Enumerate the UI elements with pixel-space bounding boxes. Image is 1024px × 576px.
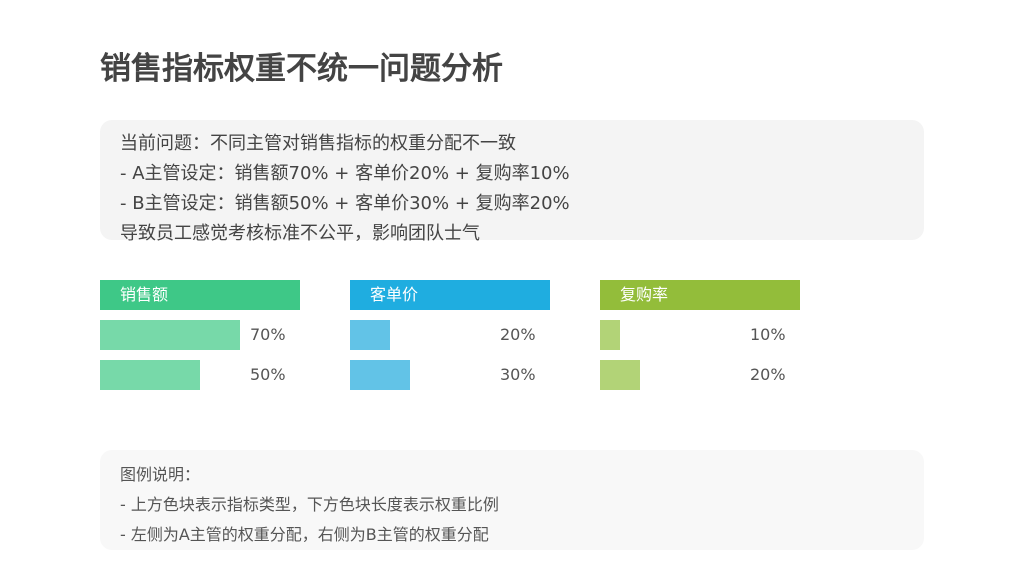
weight-bar-sales-b xyxy=(100,360,200,390)
legend-panel xyxy=(100,450,924,550)
page-title: 销售指标权重不统一问题分析 xyxy=(100,51,503,87)
problem-statement: 当前问题：不同主管对销售指标的权重分配不一致 xyxy=(120,133,516,154)
metric-header-repurchase: 复购率 xyxy=(600,280,800,310)
problem-impact: 导致员工感觉考核标准不公平，影响团队士气 xyxy=(120,223,480,244)
metric-header-sales: 销售额 xyxy=(100,280,300,310)
weight-label-sales-b: 50% xyxy=(250,365,286,384)
supervisor-a-setting: - A主管设定：销售额70% + 客单价20% + 复购率10% xyxy=(120,163,570,184)
weight-bar-avg-order-b xyxy=(350,360,410,390)
weight-label-repurchase-b: 20% xyxy=(750,365,786,384)
weight-label-avg-order-b: 30% xyxy=(500,365,536,384)
legend-title: 图例说明： xyxy=(120,465,201,484)
weight-bar-repurchase-b xyxy=(600,360,640,390)
weight-bar-sales-a xyxy=(100,320,240,350)
problem-panel xyxy=(100,120,924,240)
legend-item: - 左侧为A主管的权重分配，右侧为B主管的权重分配 xyxy=(120,525,489,544)
weight-label-repurchase-a: 10% xyxy=(750,325,786,344)
supervisor-b-setting: - B主管设定：销售额50% + 客单价30% + 复购率20% xyxy=(120,193,570,214)
legend-item: - 上方色块表示指标类型，下方色块长度表示权重比例 xyxy=(120,495,499,514)
weight-label-sales-a: 70% xyxy=(250,325,286,344)
weight-label-avg-order-a: 20% xyxy=(500,325,536,344)
metric-header-avg-order: 客单价 xyxy=(350,280,550,310)
weight-bar-repurchase-a xyxy=(600,320,620,350)
weight-bar-avg-order-a xyxy=(350,320,390,350)
